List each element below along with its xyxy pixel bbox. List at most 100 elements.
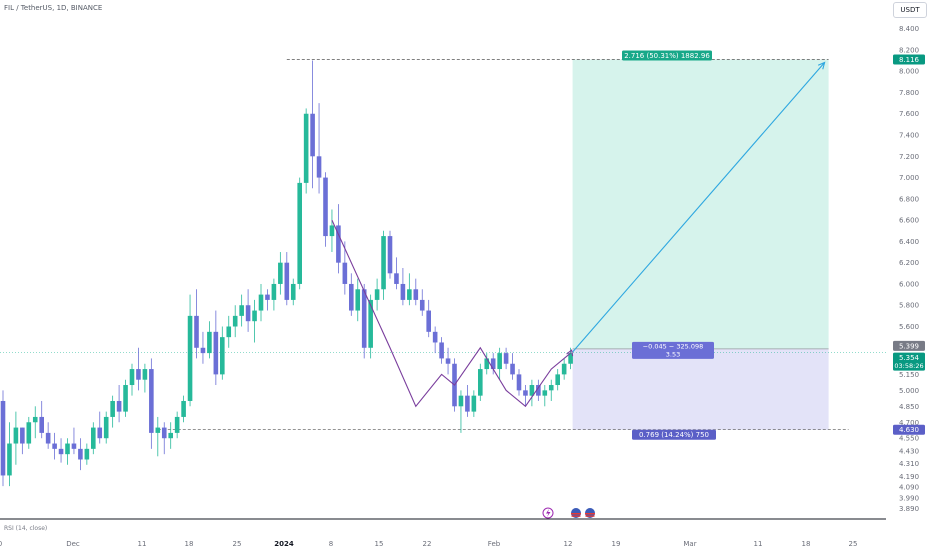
candle-body xyxy=(336,225,341,263)
candle-body xyxy=(465,395,470,412)
x-tick-label: 25 xyxy=(233,540,242,548)
candle-body xyxy=(142,369,148,380)
x-tick-label: 19 xyxy=(612,540,621,548)
y-tick-label: 4.700 xyxy=(899,419,919,427)
candle-body xyxy=(516,374,522,391)
stop-price-tag-text: 4.630 xyxy=(899,426,919,434)
x-tick-label: 12 xyxy=(564,540,573,548)
candle-body xyxy=(226,326,232,338)
current-price-tag-bg xyxy=(893,352,925,371)
candle-body xyxy=(478,369,483,396)
candle-body xyxy=(555,374,560,386)
y-tick-label: 3.990 xyxy=(899,494,919,502)
x-tick-label: 2024 xyxy=(274,540,294,548)
candle-body xyxy=(213,331,219,375)
candle-body xyxy=(548,385,554,391)
candle-body xyxy=(39,416,44,433)
candle-body xyxy=(155,427,161,433)
x-tick-label: 25 xyxy=(849,540,858,548)
candle-body xyxy=(181,400,186,417)
y-tick-label: 5.800 xyxy=(899,302,919,310)
candle-body xyxy=(91,427,96,449)
y-tick-label: 6.600 xyxy=(899,217,919,225)
candle-body xyxy=(271,283,277,300)
x-tick-label: 11 xyxy=(138,540,147,548)
y-tick-label: 5.600 xyxy=(899,323,919,331)
profit-label-text: 2.716 (50.31%) 1882.96 xyxy=(624,52,710,60)
y-tick-label: 7.600 xyxy=(899,110,919,118)
entry-price-tag-bg xyxy=(893,340,925,351)
candle-body xyxy=(536,385,541,396)
candle-body xyxy=(161,427,167,439)
candle-body xyxy=(561,363,567,375)
loss-zone xyxy=(572,348,829,430)
target-price-tag-text: 8.116 xyxy=(899,56,920,64)
candle-body xyxy=(523,390,528,396)
profit-label-bg xyxy=(622,50,712,61)
profit-label: 2.716 (50.31%) 1882.96 xyxy=(622,50,712,61)
flag-stripe xyxy=(585,515,595,517)
candle-body xyxy=(426,310,431,332)
candle-body xyxy=(103,416,109,439)
candle-body xyxy=(52,443,57,449)
candle-body xyxy=(349,283,354,311)
y-tick-label: 4.090 xyxy=(899,484,919,492)
candle-body xyxy=(284,262,290,300)
x-tick-label: Mar xyxy=(683,540,696,548)
loss-label-bg xyxy=(632,429,716,440)
y-tick-label: 4.310 xyxy=(899,460,919,468)
candle-body xyxy=(407,289,412,300)
candle-body xyxy=(432,331,438,343)
candle-body xyxy=(245,305,251,322)
target-price-tag: 8.116 xyxy=(893,54,925,65)
candle-body xyxy=(529,385,535,396)
lightning-glyph xyxy=(546,509,551,517)
y-tick-label: 8.000 xyxy=(899,68,919,76)
loss-label: 0.769 (14.24%) 750 xyxy=(632,429,716,440)
candle-body xyxy=(374,289,380,300)
candle-body xyxy=(342,262,348,284)
y-tick-label: 4.550 xyxy=(899,435,919,443)
candle-body xyxy=(20,427,25,444)
y-tick-label: 6.200 xyxy=(899,259,919,267)
candle-body xyxy=(84,448,90,460)
candle-body xyxy=(355,289,361,311)
loss-label-text: 0.769 (14.24%) 750 xyxy=(639,431,709,439)
candle-body xyxy=(168,432,173,439)
candle-body xyxy=(149,369,154,433)
candle-body xyxy=(297,182,302,284)
y-axis: 3.890 3.990 4.090 4.190 4.310 4.430 4.550 4.700… xyxy=(899,25,919,513)
candle-body xyxy=(439,342,444,359)
entry-info-bg xyxy=(632,341,714,359)
candle-body xyxy=(0,400,6,476)
countdown-text: 03:58:26 xyxy=(894,362,923,370)
pattern-line xyxy=(331,219,571,408)
candle-body xyxy=(394,273,399,284)
candle-body xyxy=(194,315,199,348)
candle-body xyxy=(361,289,367,348)
candle-body xyxy=(303,113,309,183)
entry-price-tag-text: 5.399 xyxy=(899,342,919,350)
candle-body xyxy=(265,294,270,300)
candle-body xyxy=(174,416,180,433)
candle-body xyxy=(78,448,83,460)
y-tick-label: 6.400 xyxy=(899,238,919,246)
x-tick-label: 11 xyxy=(754,540,763,548)
candle-body xyxy=(7,443,12,476)
candle-body xyxy=(497,353,502,370)
x-tick-label: 18 xyxy=(185,540,194,548)
candle-body xyxy=(445,358,451,364)
candle-body xyxy=(471,395,477,412)
candle-body xyxy=(387,236,393,274)
flag-stripe xyxy=(571,513,581,515)
currency-button[interactable]: USDT xyxy=(893,2,927,18)
candle-body xyxy=(329,225,335,237)
candle-body xyxy=(400,283,406,300)
y-tick-label: 8.400 xyxy=(899,25,919,33)
candle-body xyxy=(200,347,206,354)
candle-body xyxy=(510,363,515,375)
symbol-title: FIL / TetherUS, 1D, BINANCE xyxy=(4,4,103,12)
